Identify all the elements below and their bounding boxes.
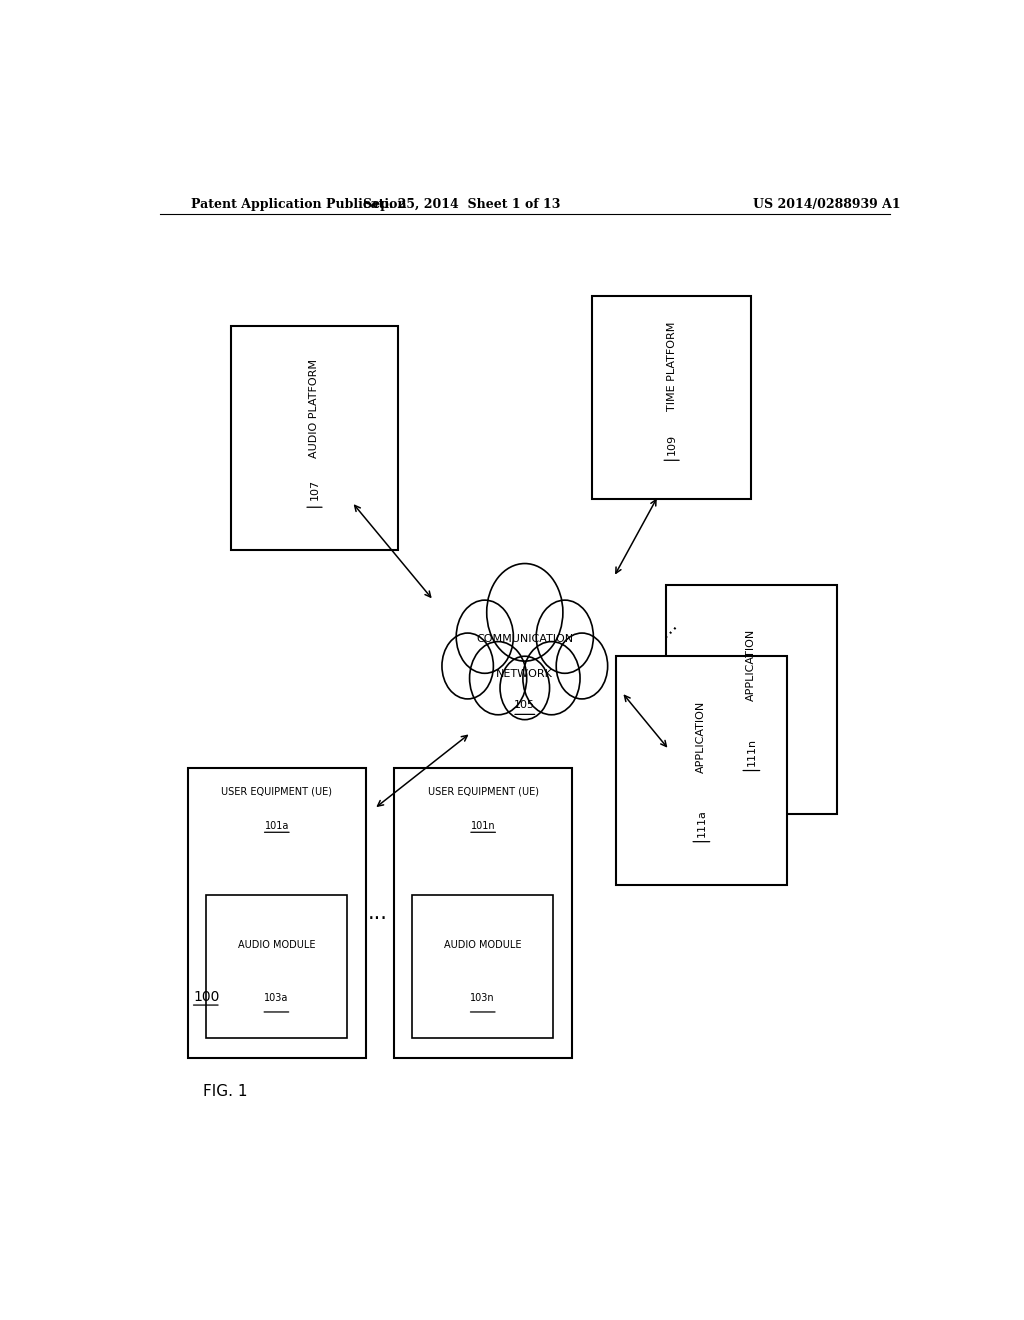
Text: AUDIO PLATFORM: AUDIO PLATFORM <box>309 359 319 458</box>
Text: USER EQUIPMENT (UE): USER EQUIPMENT (UE) <box>428 787 539 796</box>
Text: 100: 100 <box>194 990 219 1005</box>
Text: 105: 105 <box>514 700 536 710</box>
FancyBboxPatch shape <box>206 895 347 1038</box>
FancyBboxPatch shape <box>187 768 367 1057</box>
Text: US 2014/0288939 A1: US 2014/0288939 A1 <box>753 198 900 211</box>
Text: AUDIO MODULE: AUDIO MODULE <box>238 940 315 950</box>
FancyBboxPatch shape <box>592 296 751 499</box>
Circle shape <box>537 601 593 673</box>
Circle shape <box>523 642 580 714</box>
Text: USER EQUIPMENT (UE): USER EQUIPMENT (UE) <box>221 787 333 796</box>
Text: 109: 109 <box>667 433 677 454</box>
Circle shape <box>457 601 513 673</box>
FancyBboxPatch shape <box>412 895 553 1038</box>
Text: APPLICATION: APPLICATION <box>696 701 707 772</box>
FancyBboxPatch shape <box>394 768 572 1057</box>
Circle shape <box>486 564 563 661</box>
Text: COMMUNICATION: COMMUNICATION <box>476 634 573 644</box>
Text: 101a: 101a <box>264 821 289 832</box>
Text: 101n: 101n <box>471 821 496 832</box>
Text: 103a: 103a <box>264 993 289 1003</box>
Text: APPLICATION: APPLICATION <box>746 630 757 701</box>
Text: Sep. 25, 2014  Sheet 1 of 13: Sep. 25, 2014 Sheet 1 of 13 <box>362 198 560 211</box>
Text: AUDIO MODULE: AUDIO MODULE <box>444 940 521 950</box>
Text: FIG. 1: FIG. 1 <box>204 1084 248 1100</box>
Circle shape <box>500 656 550 719</box>
Circle shape <box>442 634 494 698</box>
Text: 103n: 103n <box>470 993 495 1003</box>
FancyBboxPatch shape <box>231 326 397 549</box>
Circle shape <box>470 642 526 714</box>
Text: ...: ... <box>368 903 388 923</box>
Text: Patent Application Publication: Patent Application Publication <box>191 198 407 211</box>
Text: 111a: 111a <box>696 809 707 837</box>
Circle shape <box>556 634 607 698</box>
FancyBboxPatch shape <box>616 656 786 886</box>
Text: TIME PLATFORM: TIME PLATFORM <box>667 322 677 412</box>
Text: ⋯: ⋯ <box>658 618 684 644</box>
Text: 111n: 111n <box>746 738 757 767</box>
FancyBboxPatch shape <box>666 585 837 814</box>
Text: 107: 107 <box>309 479 319 500</box>
Text: NETWORK: NETWORK <box>497 669 553 678</box>
